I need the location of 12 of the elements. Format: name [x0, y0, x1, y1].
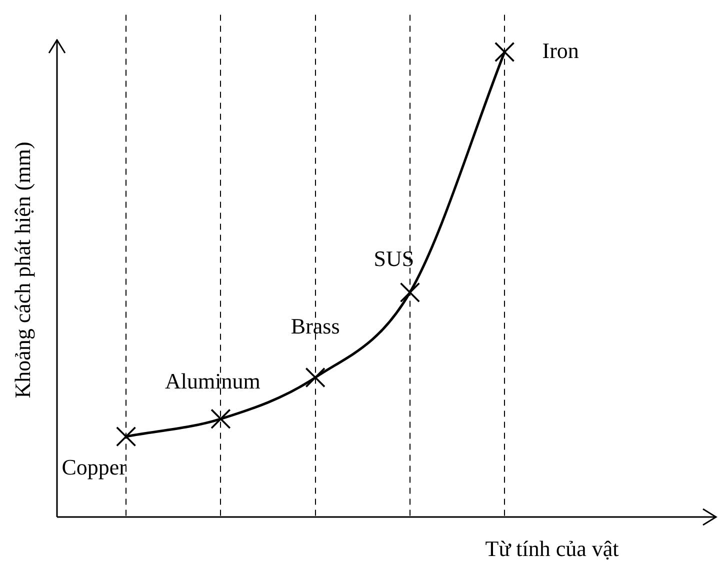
x-axis-title: Từ tính của vật [485, 536, 619, 561]
point [210, 408, 231, 429]
annotation: Iron [542, 38, 579, 63]
annotation: Aluminum [165, 368, 260, 394]
y-axis-title: Khoảng cách phát hiện (mm) [10, 142, 35, 398]
point [400, 282, 420, 302]
point [305, 367, 326, 388]
annotation: Brass [290, 313, 340, 338]
point [494, 42, 515, 62]
point [116, 426, 136, 447]
annotation: SUS [374, 246, 414, 272]
annotation: Copper [62, 454, 128, 480]
